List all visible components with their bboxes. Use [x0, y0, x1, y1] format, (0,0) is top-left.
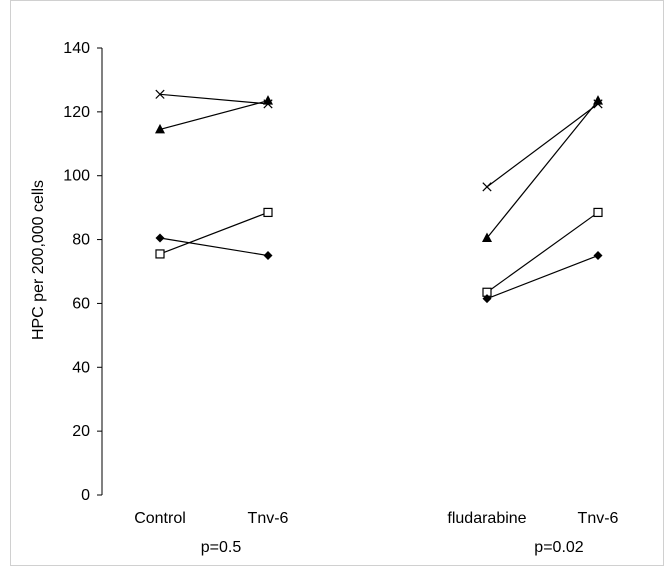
- y-axis-label: HPC per 200,000 cells: [30, 180, 47, 340]
- y-tick-label: 140: [63, 40, 90, 57]
- p-value-labels: p=0.5 p=0.02: [201, 539, 584, 556]
- square-marker: [593, 207, 603, 218]
- x-category-label: Tnv-6: [248, 510, 289, 527]
- triangle-marker: [263, 95, 273, 105]
- triangle-marker: [593, 95, 603, 105]
- triangle-marker: [155, 123, 165, 134]
- series-line-diamond: [486, 254, 599, 300]
- y-tick-label: 120: [63, 104, 90, 121]
- y-tick-label: 80: [72, 232, 90, 249]
- y-ticks: 0 20 40 60 80 100 120 140: [63, 40, 102, 504]
- y-tick-label: 40: [72, 359, 90, 376]
- series-line-cross: [159, 93, 269, 105]
- cross-marker: [155, 89, 165, 99]
- diamond-marker: [263, 251, 273, 261]
- x-category-labels: Control Tnv-6 fludarabine Tnv-6: [134, 510, 618, 527]
- cross-marker: [482, 182, 492, 192]
- y-tick-label: 20: [72, 423, 90, 440]
- series-markers: [155, 89, 603, 304]
- series-line-diamond: [159, 237, 269, 257]
- series-line-triangle: [159, 100, 269, 130]
- series-line-triangle: [486, 100, 599, 239]
- y-tick-label: 100: [63, 168, 90, 185]
- x-category-label: fludarabine: [447, 510, 526, 527]
- diamond-marker: [482, 294, 492, 304]
- p-value-label: p=0.5: [201, 539, 242, 556]
- diamond-marker: [155, 233, 165, 243]
- x-category-label: Tnv-6: [578, 510, 619, 527]
- triangle-marker: [482, 232, 492, 242]
- x-category-label: Control: [134, 510, 186, 527]
- series-line-square: [159, 211, 269, 255]
- series-line-cross: [486, 103, 599, 188]
- y-tick-label: 0: [81, 487, 90, 504]
- square-marker: [263, 207, 273, 218]
- chart-border: [10, 0, 664, 566]
- series-lines: [159, 93, 599, 300]
- square-marker: [155, 249, 165, 259]
- p-value-label: p=0.02: [534, 539, 583, 556]
- diamond-marker: [593, 251, 603, 261]
- series-line-square: [486, 211, 599, 293]
- y-tick-label: 60: [72, 295, 90, 312]
